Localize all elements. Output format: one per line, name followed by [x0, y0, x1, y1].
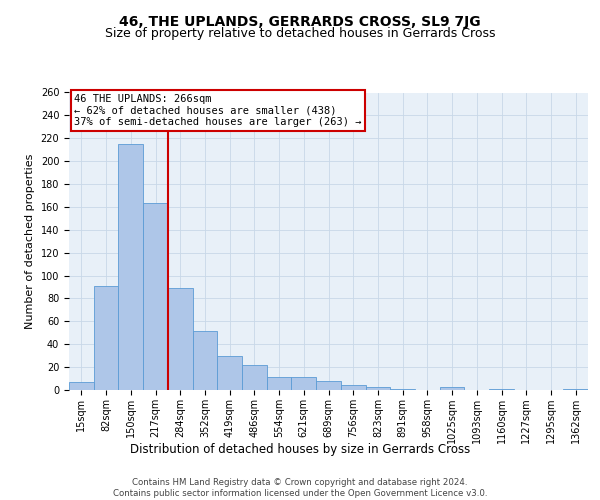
Bar	[143, 204, 168, 390]
Bar	[292, 378, 316, 390]
Text: Size of property relative to detached houses in Gerrards Cross: Size of property relative to detached ho…	[105, 28, 495, 40]
Bar	[390, 389, 415, 390]
Text: Contains HM Land Registry data © Crown copyright and database right 2024.
Contai: Contains HM Land Registry data © Crown c…	[113, 478, 487, 498]
Bar	[193, 330, 217, 390]
Bar	[267, 378, 292, 390]
Text: Distribution of detached houses by size in Gerrards Cross: Distribution of detached houses by size …	[130, 442, 470, 456]
Bar	[440, 386, 464, 390]
Bar	[94, 286, 118, 390]
Text: 46, THE UPLANDS, GERRARDS CROSS, SL9 7JG: 46, THE UPLANDS, GERRARDS CROSS, SL9 7JG	[119, 15, 481, 29]
Bar	[217, 356, 242, 390]
Bar	[365, 386, 390, 390]
Bar	[316, 381, 341, 390]
Bar	[69, 382, 94, 390]
Bar	[489, 389, 514, 390]
Bar	[168, 288, 193, 390]
Bar	[341, 386, 365, 390]
Y-axis label: Number of detached properties: Number of detached properties	[25, 154, 35, 329]
Text: 46 THE UPLANDS: 266sqm
← 62% of detached houses are smaller (438)
37% of semi-de: 46 THE UPLANDS: 266sqm ← 62% of detached…	[74, 94, 362, 127]
Bar	[118, 144, 143, 390]
Bar	[242, 365, 267, 390]
Bar	[563, 389, 588, 390]
